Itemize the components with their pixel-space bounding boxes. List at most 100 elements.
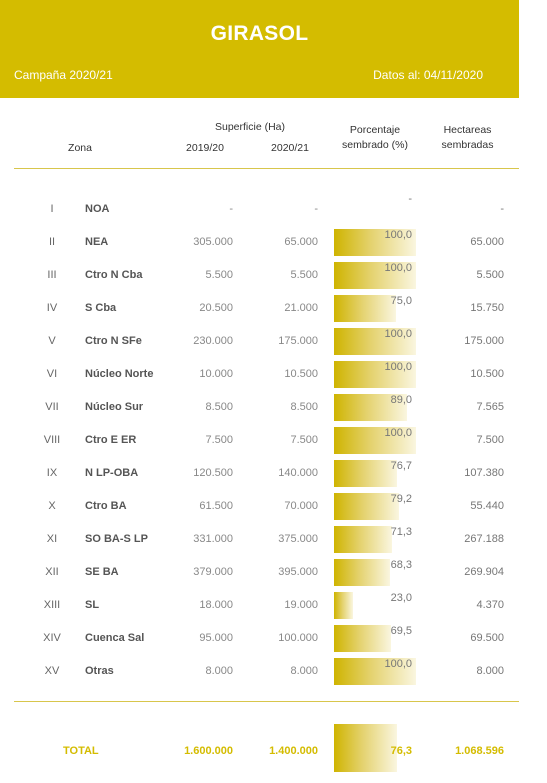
hectares-sown: 8.000 bbox=[476, 665, 504, 677]
surface-2020-21: 7.500 bbox=[290, 434, 318, 446]
percent-bar bbox=[334, 625, 391, 652]
zone-name: SL bbox=[85, 599, 100, 611]
percent-bar bbox=[334, 526, 393, 553]
hectares-sown: 5.500 bbox=[476, 269, 504, 281]
surface-2019-20: 61.500 bbox=[199, 500, 233, 512]
table-row: VII Núcleo Sur 8.500 8.500 89,0 7.565 bbox=[0, 391, 547, 424]
percent-bar bbox=[334, 658, 416, 685]
zone-number: VII bbox=[45, 401, 59, 413]
percent-label: 76,7 bbox=[390, 460, 412, 472]
header-divider bbox=[14, 168, 519, 169]
page-title: GIRASOL bbox=[210, 22, 309, 45]
percent-bar bbox=[334, 394, 407, 421]
porcentaje-header: Porcentaje sembrado (%) bbox=[330, 123, 420, 153]
zone-name: NOA bbox=[85, 203, 110, 215]
hectares-sown: 55.440 bbox=[470, 500, 504, 512]
surface-2019-20: 10.000 bbox=[199, 368, 233, 380]
hectares-sown: 4.370 bbox=[476, 599, 504, 611]
zone-name: Ctro N SFe bbox=[85, 335, 142, 347]
zone-name: Ctro BA bbox=[85, 500, 127, 512]
surface-2019-20: 8.000 bbox=[205, 665, 233, 677]
hectares-sown: 69.500 bbox=[470, 632, 504, 644]
table-row: I NOA - - - - bbox=[0, 193, 547, 226]
percent-bar bbox=[334, 328, 416, 355]
percent-bar bbox=[334, 361, 416, 388]
surface-2020-21: 375.000 bbox=[278, 533, 318, 545]
percent-bar bbox=[334, 295, 396, 322]
total-row: TOTAL 1.600.000 1.400.000 76,3 1.068.596 bbox=[0, 724, 547, 774]
total-sup-a: 1.600.000 bbox=[184, 745, 233, 757]
surface-2019-20: 5.500 bbox=[205, 269, 233, 281]
zona-header: Zona bbox=[68, 142, 92, 154]
surface-2019-20: 8.500 bbox=[205, 401, 233, 413]
superficie-header: Superficie (Ha) bbox=[214, 121, 286, 133]
year-a-header: 2019/20 bbox=[186, 142, 224, 154]
surface-2020-21: 8.000 bbox=[290, 665, 318, 677]
zone-number: XV bbox=[44, 665, 60, 677]
percent-bar bbox=[334, 493, 399, 520]
surface-2019-20: 7.500 bbox=[205, 434, 233, 446]
percent-label: 100,0 bbox=[384, 262, 412, 274]
surface-2020-21: 21.000 bbox=[284, 302, 318, 314]
surface-2020-21: 175.000 bbox=[278, 335, 318, 347]
zone-number: IV bbox=[46, 302, 58, 314]
hectareas-header-line2: sembradas bbox=[441, 139, 494, 151]
data-date-label: Datos al: 04/11/2020 bbox=[373, 68, 483, 82]
table-row: IX N LP-OBA 120.500 140.000 76,7 107.380 bbox=[0, 457, 547, 490]
hectares-sown: 65.000 bbox=[470, 236, 504, 248]
hectares-sown: 15.750 bbox=[470, 302, 504, 314]
zone-name: NEA bbox=[85, 236, 109, 248]
zone-number: VIII bbox=[43, 434, 61, 446]
hectares-sown: 175.000 bbox=[464, 335, 504, 347]
total-hectareas: 1.068.596 bbox=[455, 745, 504, 757]
campaign-label: Campaña 2020/21 bbox=[14, 68, 113, 82]
hectares-sown: - bbox=[500, 203, 504, 215]
hectareas-header-line1: Hectareas bbox=[443, 124, 492, 136]
table-row: XV Otras 8.000 8.000 100,0 8.000 bbox=[0, 655, 547, 688]
surface-2019-20: 20.500 bbox=[199, 302, 233, 314]
zone-name: Núcleo Sur bbox=[85, 401, 144, 413]
surface-2020-21: 19.000 bbox=[284, 599, 318, 611]
table-row: III Ctro N Cba 5.500 5.500 100,0 5.500 bbox=[0, 259, 547, 292]
percent-label: 23,0 bbox=[390, 592, 412, 604]
zone-number: XII bbox=[45, 566, 59, 578]
percent-label: 75,0 bbox=[390, 295, 412, 307]
zone-name: SE BA bbox=[85, 566, 119, 578]
surface-2019-20: 18.000 bbox=[199, 599, 233, 611]
hectares-sown: 7.500 bbox=[476, 434, 504, 446]
surface-2019-20: - bbox=[229, 203, 233, 215]
surface-2020-21: - bbox=[314, 203, 318, 215]
table-row: XII SE BA 379.000 395.000 68,3 269.904 bbox=[0, 556, 547, 589]
porcentaje-header-line1: Porcentaje bbox=[349, 124, 401, 136]
zone-number: X bbox=[48, 500, 56, 512]
zone-name: N LP-OBA bbox=[85, 467, 139, 479]
percent-bar bbox=[334, 559, 390, 586]
percent-bar bbox=[334, 427, 416, 454]
table-row: X Ctro BA 61.500 70.000 79,2 55.440 bbox=[0, 490, 547, 523]
table-row: VI Núcleo Norte 10.000 10.500 100,0 10.500 bbox=[0, 358, 547, 391]
percent-label: 68,3 bbox=[390, 559, 412, 571]
zone-number: IX bbox=[46, 467, 58, 479]
percent-bar bbox=[334, 229, 416, 256]
percent-label: 100,0 bbox=[384, 658, 412, 670]
percent-label: 100,0 bbox=[384, 361, 412, 373]
surface-2020-21: 140.000 bbox=[278, 467, 318, 479]
zone-number: XI bbox=[46, 533, 58, 545]
zone-name: S Cba bbox=[85, 302, 117, 314]
percent-bar bbox=[334, 460, 397, 487]
surface-2019-20: 305.000 bbox=[193, 236, 233, 248]
surface-2020-21: 100.000 bbox=[278, 632, 318, 644]
total-percent-bar bbox=[334, 724, 397, 772]
percent-label: 79,2 bbox=[390, 493, 412, 505]
zone-number: III bbox=[47, 269, 57, 281]
total-label: TOTAL bbox=[63, 745, 99, 757]
zone-number: XIII bbox=[43, 599, 61, 611]
table-row: II NEA 305.000 65.000 100,0 65.000 bbox=[0, 226, 547, 259]
surface-2019-20: 331.000 bbox=[193, 533, 233, 545]
table-row: XI SO BA-S LP 331.000 375.000 71,3 267.188 bbox=[0, 523, 547, 556]
hectares-sown: 107.380 bbox=[464, 467, 504, 479]
year-b-header: 2020/21 bbox=[271, 142, 309, 154]
zone-number: V bbox=[48, 335, 56, 347]
zone-name: Ctro N Cba bbox=[85, 269, 143, 281]
header-banner: GIRASOL Campaña 2020/21 Datos al: 04/11/… bbox=[0, 0, 519, 98]
